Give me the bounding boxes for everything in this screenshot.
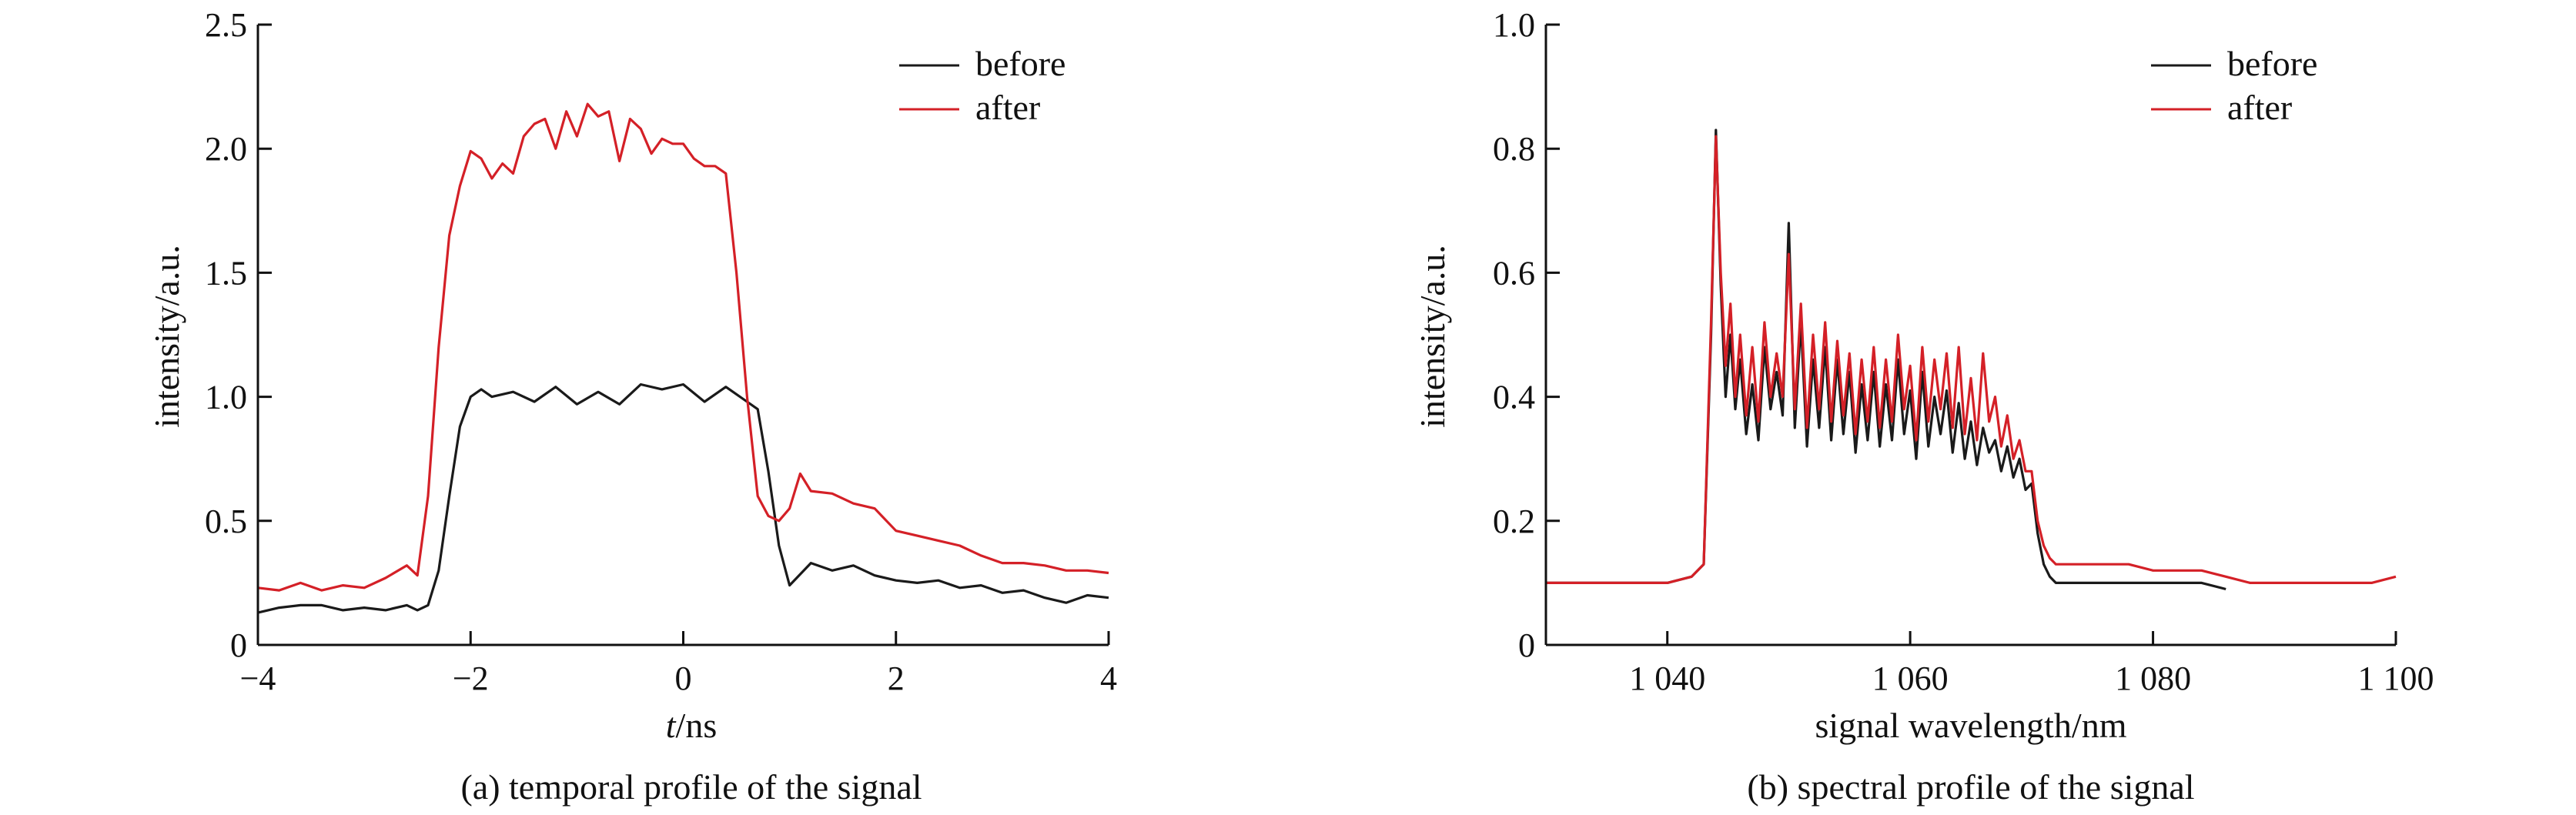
y-tick-label: 0 [1518, 626, 1535, 664]
panel-a-series [257, 102, 1109, 614]
x-tick-label: 1 060 [1872, 660, 1949, 697]
y-tick-label: 0.8 [1493, 130, 1535, 168]
y-tick-label: 0 [230, 626, 247, 664]
y-tick-label: 0.6 [1493, 254, 1535, 292]
y-tick-label: 2.5 [205, 6, 247, 44]
legend-label-before: before [975, 44, 1066, 83]
series-line-after [257, 102, 1109, 592]
panel-a-x-axis-symbol: t [666, 706, 677, 745]
x-tick-label: 1 100 [2358, 660, 2434, 697]
chart-panel-b: 0 0.2 0.4 0.6 0.8 1.0 1 040 1 060 1 080 1 100 int… [1413, 6, 2434, 807]
y-tick-label: 2.0 [205, 130, 247, 168]
x-tick-label: −2 [453, 660, 489, 697]
y-tick-label: 1.0 [1493, 6, 1535, 44]
panel-b-series [1546, 129, 2397, 591]
series-line-before [257, 382, 1109, 614]
y-tick-label: 0.2 [1493, 503, 1535, 540]
x-tick-label: −4 [240, 660, 276, 697]
panel-a-legend: before after [899, 44, 1066, 127]
x-tick-label: 1 040 [1629, 660, 1705, 697]
panel-b-legend: before after [2151, 44, 2317, 127]
legend-label-before: before [2227, 44, 2317, 83]
y-tick-label: 1.5 [205, 254, 247, 292]
panel-b-ticks: 0 0.2 0.4 0.6 0.8 1.0 1 040 1 060 1 080 1 100 [1493, 6, 2434, 697]
panel-a-x-axis-title: t/ns [666, 706, 717, 745]
y-tick-label: 0.5 [205, 503, 247, 540]
panel-b-caption: (b) spectral profile of the signal [1747, 767, 2194, 807]
panel-a-caption: (a) temporal profile of the signal [460, 767, 922, 807]
panel-b-x-axis-title: signal wavelength/nm [1815, 706, 2127, 745]
y-tick-label: 1.0 [205, 379, 247, 416]
chart-panel-a: 0 0.5 1.0 1.5 2.0 2.5 −4 −2 0 2 4 intensity/a.u. t… [147, 6, 1117, 807]
legend-label-after: after [975, 88, 1040, 127]
x-tick-label: 0 [675, 660, 692, 697]
panel-a-x-axis-unit: /ns [676, 706, 718, 745]
panel-a-axes [256, 25, 1109, 646]
x-tick-label: 2 [888, 660, 905, 697]
y-tick-label: 0.4 [1493, 379, 1535, 416]
panel-b-axes [1544, 25, 2396, 646]
x-tick-label: 1 080 [2115, 660, 2191, 697]
series-line-before [1546, 129, 2226, 591]
panel-a-y-axis-title: intensity/a.u. [147, 245, 186, 428]
x-tick-label: 4 [1100, 660, 1117, 697]
series-line-after [1546, 135, 2397, 585]
panel-b-y-axis-title: intensity/a.u. [1413, 245, 1452, 428]
legend-label-after: after [2227, 88, 2292, 127]
